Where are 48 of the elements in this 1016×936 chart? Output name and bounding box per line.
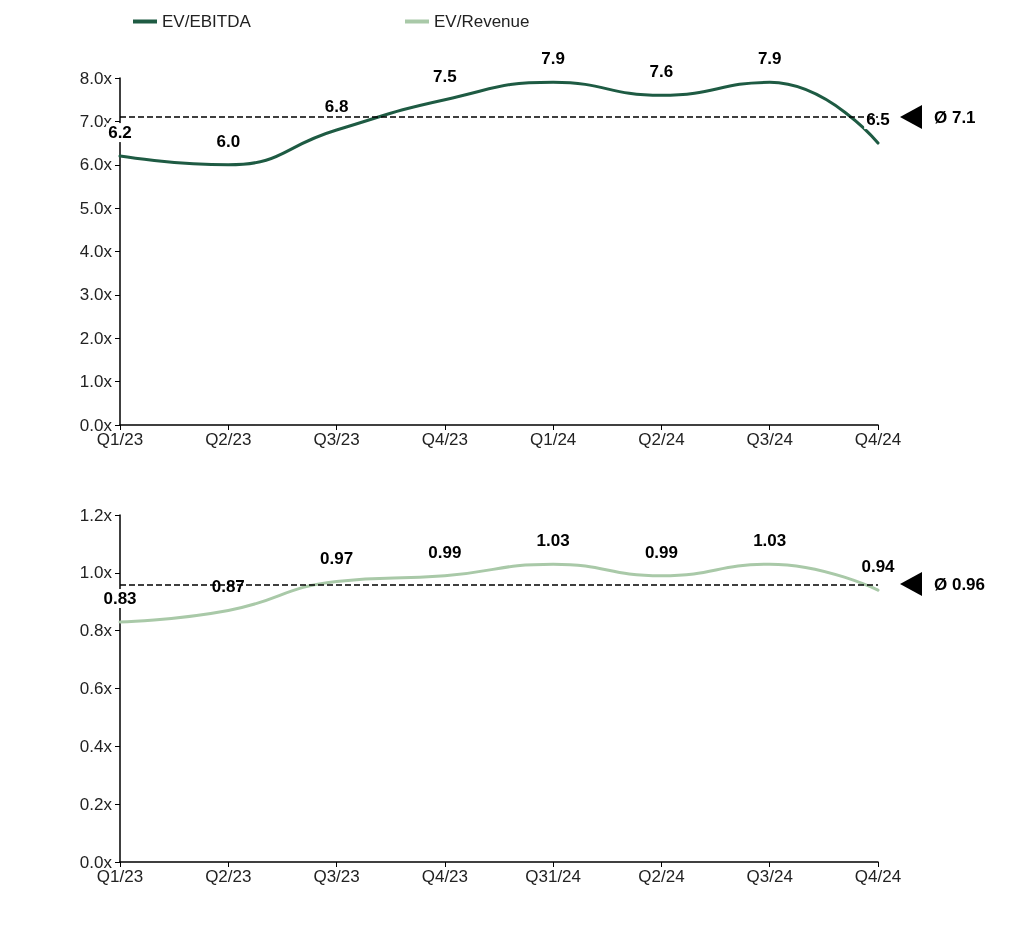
y-tick-label: 2.0x [79, 328, 113, 348]
x-tick-label: Q2/24 [638, 867, 685, 886]
data-label: 7.9 [757, 49, 782, 69]
x-tick-label: Q3/23 [313, 867, 360, 886]
data-label: 0.97 [320, 548, 354, 568]
y-tick-label: 0.8x [79, 621, 113, 641]
x-tick-label: Q4/24 [854, 867, 902, 886]
data-label: 7.5 [433, 66, 457, 86]
x-tick-label: Q2/23 [205, 867, 252, 886]
data-label: 0.99 [644, 542, 678, 562]
y-tick-label: 0.4x [79, 736, 113, 756]
data-label: 7.6 [649, 62, 674, 82]
y-tick-label: 6.0x [79, 155, 113, 175]
x-tick-label: Q1/24 [529, 430, 577, 449]
data-label: 7.9 [541, 49, 565, 69]
x-tick-label: Q1/23 [96, 867, 144, 886]
x-tick-label: Q3/23 [313, 430, 360, 449]
data-label: 0.83 [103, 588, 137, 608]
y-tick-label: 0.2x [79, 794, 113, 814]
x-tick-label: Q3/24 [746, 867, 793, 886]
y-tick-label: 1.0x [79, 372, 113, 392]
y-tick-label: 0.6x [79, 679, 113, 698]
data-label: 1.03 [753, 531, 787, 551]
x-tick-label: Q2/23 [205, 430, 252, 449]
y-tick-label: 8.0x [79, 68, 113, 88]
x-tick-label: Q2/24 [638, 430, 685, 449]
y-tick-label: 1.0x [79, 563, 113, 583]
x-tick-label: Q4/24 [854, 430, 902, 449]
legend-label: EV/Revenue [434, 12, 530, 31]
data-label: 6.2 [108, 123, 132, 143]
data-label: 0.94 [861, 557, 896, 577]
x-tick-label: Q3/24 [746, 430, 793, 449]
data-label: 6.0 [216, 131, 241, 151]
x-tick-label: Q4/23 [421, 430, 469, 449]
data-label: 1.03 [536, 531, 570, 551]
x-tick-label: Q1/23 [96, 430, 144, 449]
ref-line-label: Ø 7.1 [934, 107, 976, 127]
y-tick-label: 3.0x [79, 285, 113, 305]
x-tick-label: Q4/23 [421, 867, 469, 886]
ref-line-label: Ø 0.96 [934, 574, 986, 594]
y-tick-label: 1.2x [79, 505, 113, 525]
data-label: 0.99 [428, 542, 462, 562]
y-tick-label: 5.0x [79, 198, 113, 218]
legend-label: EV/EBITDA [162, 12, 252, 31]
x-tick-label: Q31/24 [525, 867, 582, 886]
y-tick-label: 4.0x [79, 242, 113, 261]
data-label: 6.5 [866, 110, 890, 130]
data-label: 6.8 [324, 97, 349, 117]
